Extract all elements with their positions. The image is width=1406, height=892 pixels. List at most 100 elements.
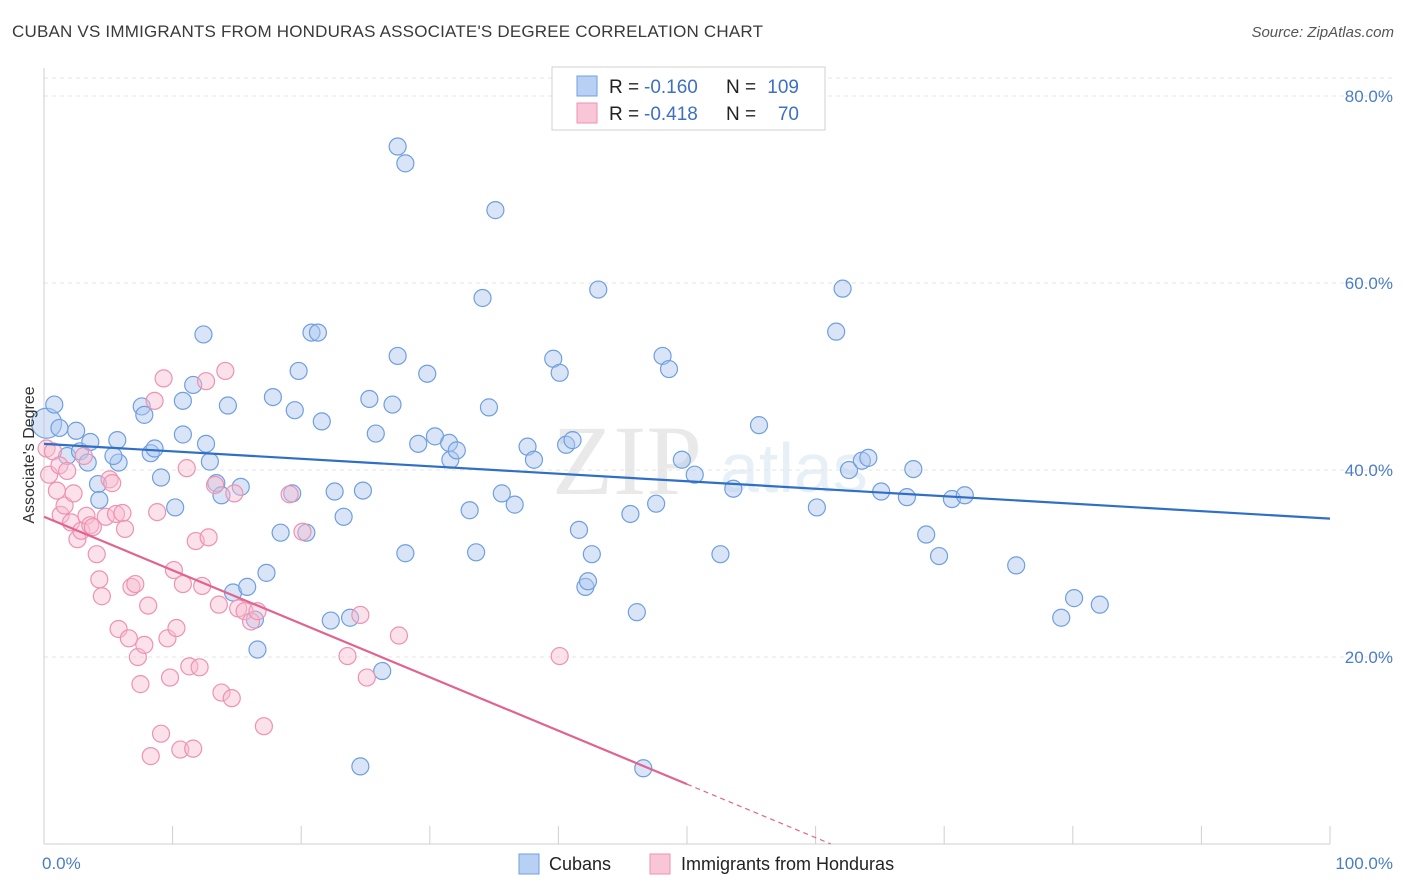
cubans-point — [173, 425, 192, 444]
honduras-point — [135, 635, 154, 654]
cubans-point — [917, 525, 936, 544]
cubans-point — [859, 448, 878, 467]
honduras-trend-extension — [686, 783, 832, 845]
bottom-legend-label-honduras: Immigrants from Honduras — [681, 854, 894, 874]
cubans-point — [447, 441, 466, 460]
trend-lines — [43, 442, 1331, 845]
cubans-point — [409, 434, 428, 453]
honduras-point — [212, 683, 231, 702]
honduras-point — [196, 372, 216, 391]
cubans-point — [289, 361, 308, 381]
x-tick-label-min: 0.0% — [42, 854, 81, 873]
cubans-point — [672, 450, 691, 469]
cubans-point — [334, 507, 353, 526]
honduras-point — [241, 612, 261, 631]
legend-n-label-cubans: N = — [726, 77, 756, 98]
cubans-point — [839, 460, 859, 480]
series-legend: Cubans Immigrants from Honduras — [518, 853, 894, 875]
honduras-point — [167, 618, 186, 638]
honduras-point — [177, 459, 196, 478]
honduras-point — [160, 668, 180, 687]
honduras-point — [357, 668, 376, 687]
honduras-trend-line — [43, 515, 688, 786]
cubans-point — [1064, 589, 1084, 608]
cubans-point — [524, 450, 544, 469]
cubans-point — [578, 572, 598, 591]
cubans-point — [88, 474, 108, 494]
cubans-point — [582, 545, 601, 564]
honduras-point — [338, 646, 357, 666]
honduras-point — [77, 506, 96, 525]
cubans-point — [366, 424, 385, 443]
cubans-point — [647, 494, 666, 513]
cubans-point — [929, 546, 949, 566]
legend-r-value-honduras: -0.418 — [644, 104, 698, 125]
cubans-point — [360, 389, 379, 409]
cubans-point — [1007, 556, 1026, 575]
honduras-point — [158, 629, 177, 648]
honduras-point — [106, 504, 126, 524]
honduras-point — [92, 587, 111, 606]
cubans-point — [955, 486, 974, 505]
y-tick-label: 20.0% — [1345, 648, 1393, 667]
cubans-point — [621, 504, 640, 524]
honduras-point — [171, 740, 190, 759]
cubans-point — [90, 490, 109, 510]
honduras-point — [205, 475, 225, 495]
cubans-point — [194, 325, 213, 344]
cubans-point — [218, 396, 237, 415]
cubans-point — [479, 398, 499, 417]
cubans-point — [418, 364, 437, 383]
y-tick-label: 80.0% — [1345, 87, 1393, 106]
bottom-legend-swatch-honduras — [649, 853, 671, 875]
cubans-point — [486, 201, 505, 220]
cubans-points — [30, 137, 1109, 778]
legend-r-label-honduras: R = — [609, 104, 639, 125]
honduras-point — [74, 446, 93, 466]
cubans-point — [827, 322, 846, 341]
cubans-point — [807, 498, 826, 517]
cubans-point — [285, 401, 304, 420]
honduras-point — [58, 461, 77, 481]
cubans-point — [196, 434, 216, 453]
cubans-point — [312, 412, 331, 431]
legend-swatch-cubans — [576, 75, 598, 97]
chart-source: Source: ZipAtlas.com — [1251, 24, 1394, 41]
cubans-point — [231, 477, 250, 496]
cubans-trend-line — [43, 442, 1331, 520]
honduras-point — [83, 517, 102, 537]
watermark-zip: ZIP — [552, 405, 702, 516]
legend-r-value-cubans: -0.160 — [644, 77, 698, 98]
cubans-point — [589, 280, 608, 299]
cubans-point — [1090, 595, 1109, 614]
honduras-point — [184, 739, 203, 758]
honduras-point — [209, 595, 228, 614]
cubans-point — [173, 391, 192, 410]
honduras-point — [55, 496, 74, 515]
chart-title: CUBAN VS IMMIGRANTS FROM HONDURAS ASSOCI… — [12, 22, 764, 41]
cubans-point — [550, 363, 569, 382]
cubans-point — [50, 418, 69, 438]
cubans-point — [151, 468, 171, 487]
y-axis-label: Associate's Degree — [21, 386, 38, 523]
cubans-point — [325, 482, 344, 501]
cubans-point — [351, 757, 370, 776]
cubans-point — [308, 323, 328, 342]
y-tick-label: 40.0% — [1345, 461, 1393, 480]
cubans-point — [45, 395, 64, 414]
cubans-point — [145, 439, 164, 458]
cubans-point — [108, 431, 127, 450]
honduras-point — [139, 596, 158, 615]
honduras-points — [37, 361, 569, 766]
cubans-point — [104, 446, 123, 466]
honduras-point — [126, 574, 145, 594]
cubans-point — [1052, 608, 1071, 627]
cubans-point — [257, 563, 276, 582]
cubans-point — [373, 661, 392, 681]
cubans-point — [518, 437, 537, 456]
honduras-point — [280, 485, 299, 504]
cubans-point — [396, 544, 415, 563]
cubans-point — [473, 288, 492, 308]
watermark: ZIP atlas — [552, 405, 868, 516]
cubans-point — [569, 520, 589, 539]
